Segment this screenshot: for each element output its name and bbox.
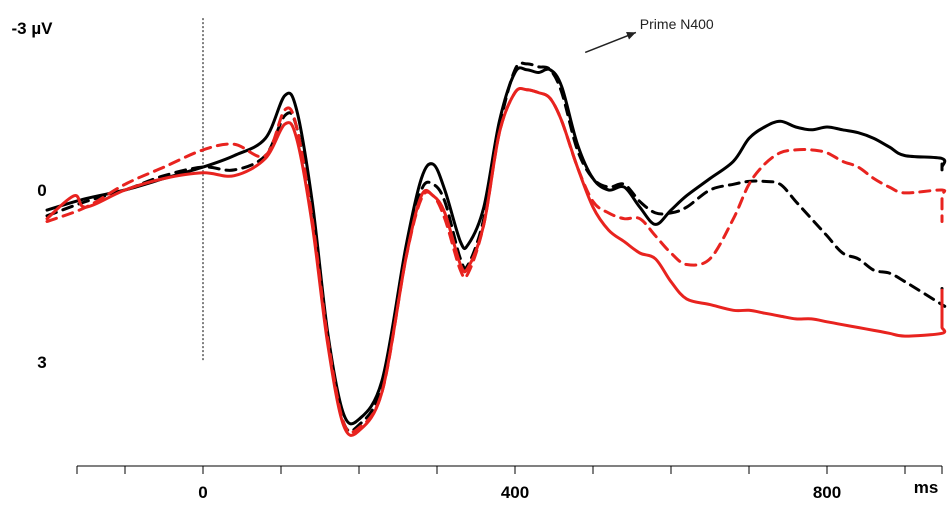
- series-line-3: [45, 86, 947, 437]
- x-ticks: [76, 466, 943, 474]
- series-line-2: [45, 61, 947, 433]
- x-tick-label: 400: [501, 483, 529, 502]
- y-tick-label: 3: [37, 353, 46, 372]
- annotation-arrowhead: [626, 32, 636, 40]
- x-tick-label: 0: [198, 483, 207, 502]
- annotation-label: Prime N400: [640, 16, 714, 32]
- y-tick-labels: 03: [37, 181, 46, 372]
- x-axis: 0 400 800 ms: [76, 465, 943, 502]
- annotation: Prime N400: [584, 16, 714, 54]
- series-line-4: [45, 86, 947, 434]
- x-tick-label: 800: [813, 483, 841, 502]
- series-line-1: [45, 66, 947, 426]
- y-axis-label: -3 µV: [12, 19, 54, 38]
- series-layer: [45, 61, 947, 437]
- plot-area: Prime N400: [45, 16, 947, 437]
- annotation-arrow: [584, 31, 637, 54]
- x-tick-labels: 0 400 800: [198, 483, 841, 502]
- y-axis: -3 µV 03: [12, 19, 54, 372]
- y-tick-label: 0: [37, 181, 46, 200]
- x-axis-label: ms: [914, 478, 939, 497]
